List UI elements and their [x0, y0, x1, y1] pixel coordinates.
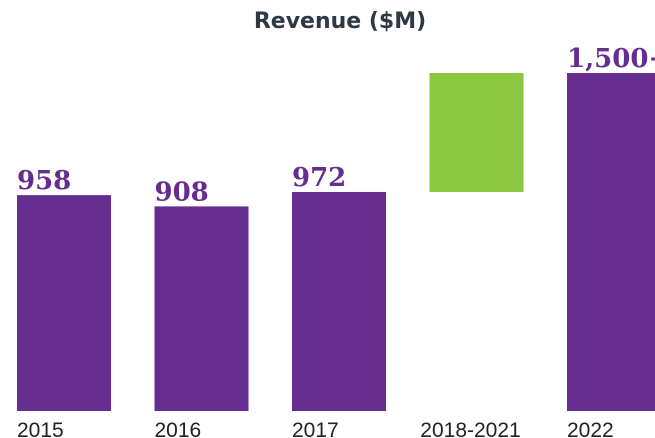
value-label: 958 — [17, 166, 71, 196]
x-tick-label: 2022 — [567, 419, 614, 438]
bar — [292, 191, 386, 411]
x-tick-label: 2017 — [292, 419, 339, 438]
value-label: 1,500+ — [567, 44, 655, 74]
x-tick-label: 2018-2021 — [420, 419, 520, 438]
chart-title: Revenue ($M) — [254, 9, 426, 34]
value-label: 908 — [155, 177, 209, 207]
x-tick-label: 2015 — [17, 419, 64, 438]
value-label: 972 — [292, 163, 346, 193]
bar — [429, 73, 524, 192]
x-tick-label: 2016 — [155, 419, 202, 438]
bar — [567, 73, 655, 411]
bar — [17, 195, 111, 411]
bar — [154, 206, 249, 411]
